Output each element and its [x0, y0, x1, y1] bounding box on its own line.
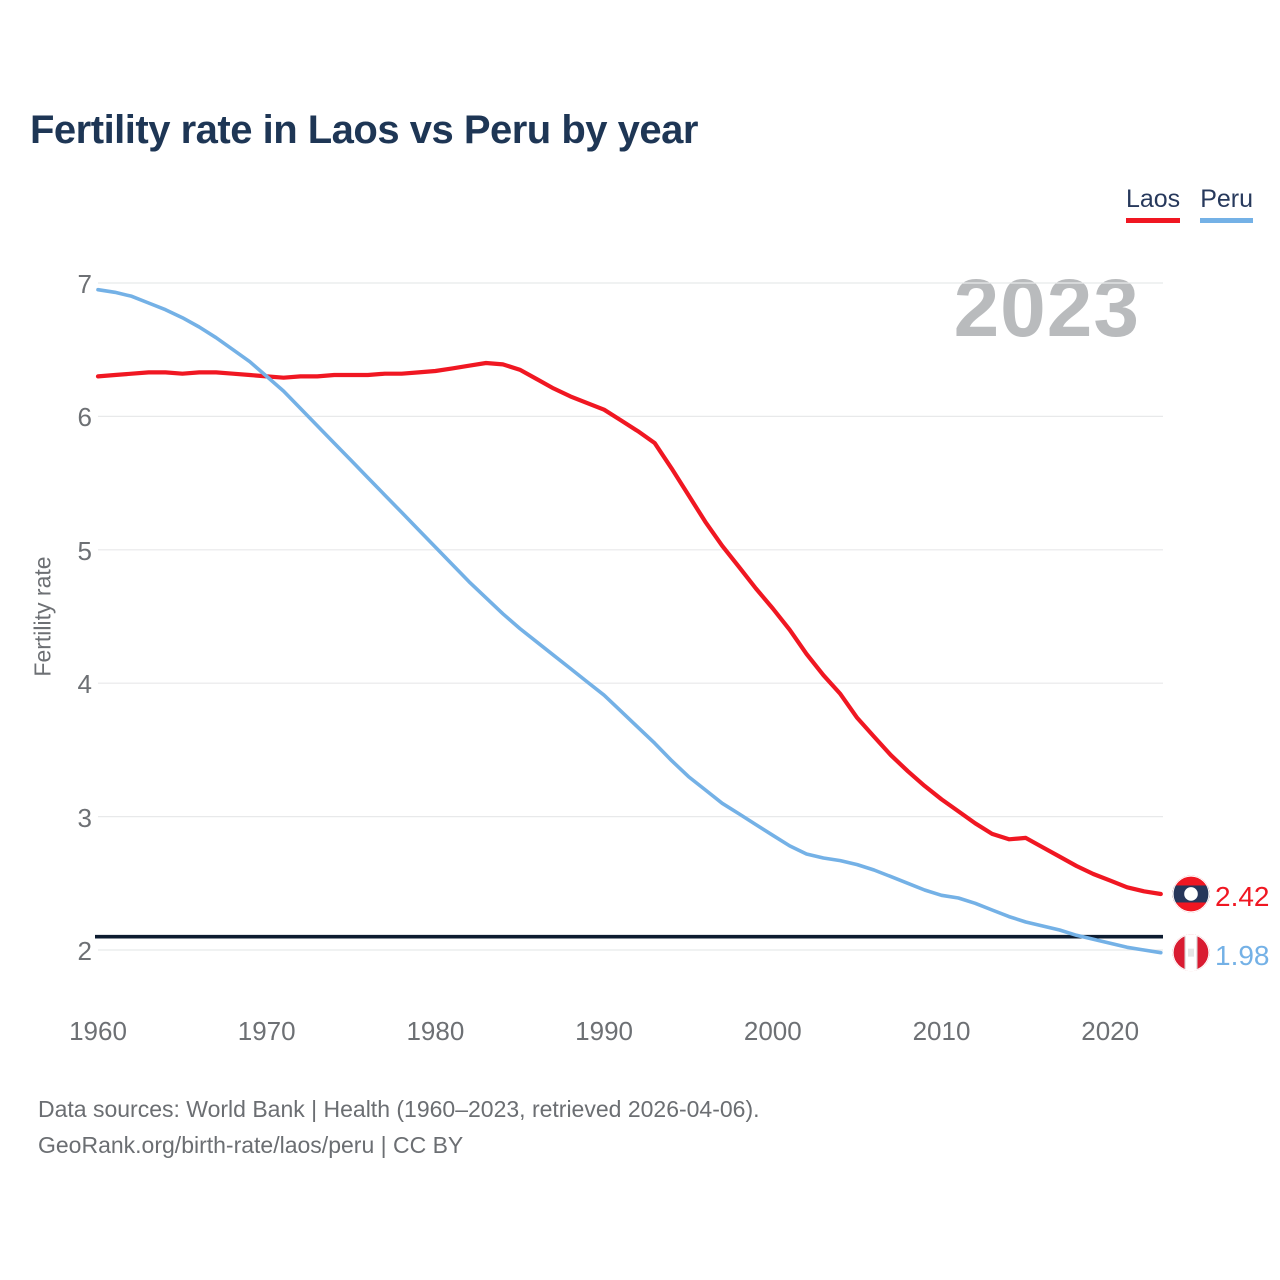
y-tick-label-4: 4 — [77, 669, 92, 700]
y-tick-label-5: 5 — [77, 535, 92, 566]
peru-flag-ring — [1172, 934, 1210, 972]
y-tick-label-2: 2 — [77, 936, 92, 966]
watermark-year: 2023 — [953, 263, 1140, 354]
peru-end-value: 1.98 — [1215, 939, 1270, 971]
laos-end-value: 2.42 — [1215, 880, 1270, 912]
legend-item-peru[interactable]: Peru — [1200, 186, 1253, 224]
x-tick-label-2010: 2010 — [912, 1016, 971, 1046]
footer: Data sources: World Bank | Health (1960–… — [38, 1091, 760, 1163]
y-tick-label-6: 6 — [77, 402, 92, 433]
legend: Laos Peru — [1125, 186, 1253, 224]
x-tick-label-2020: 2020 — [1081, 1016, 1140, 1046]
footer-license-line: GeoRank.org/birth-rate/laos/peru | CC BY — [38, 1132, 464, 1158]
x-tick-label-1960: 1960 — [69, 1016, 127, 1046]
y-tick-label-7: 7 — [77, 269, 92, 299]
x-tick-label-1970: 1970 — [237, 1016, 296, 1046]
laos-line[interactable] — [95, 360, 1163, 897]
laos-flag-icon — [1172, 875, 1210, 913]
footer-source-line: Data sources: World Bank | Health (1960–… — [38, 1096, 760, 1122]
x-tick-label-2000: 2000 — [743, 1016, 802, 1046]
x-tick-label-1990: 1990 — [575, 1016, 634, 1046]
x-tick-label-1980: 1980 — [406, 1016, 465, 1046]
peru-flag-icon — [1172, 934, 1210, 972]
laos-flag-ring — [1172, 875, 1210, 913]
peru-line[interactable] — [96, 287, 1163, 955]
chart-title: Fertility rate in Laos vs Peru by year — [30, 108, 698, 152]
y-tick-label-3: 3 — [77, 802, 92, 833]
legend-item-laos[interactable]: Laos — [1125, 186, 1181, 224]
